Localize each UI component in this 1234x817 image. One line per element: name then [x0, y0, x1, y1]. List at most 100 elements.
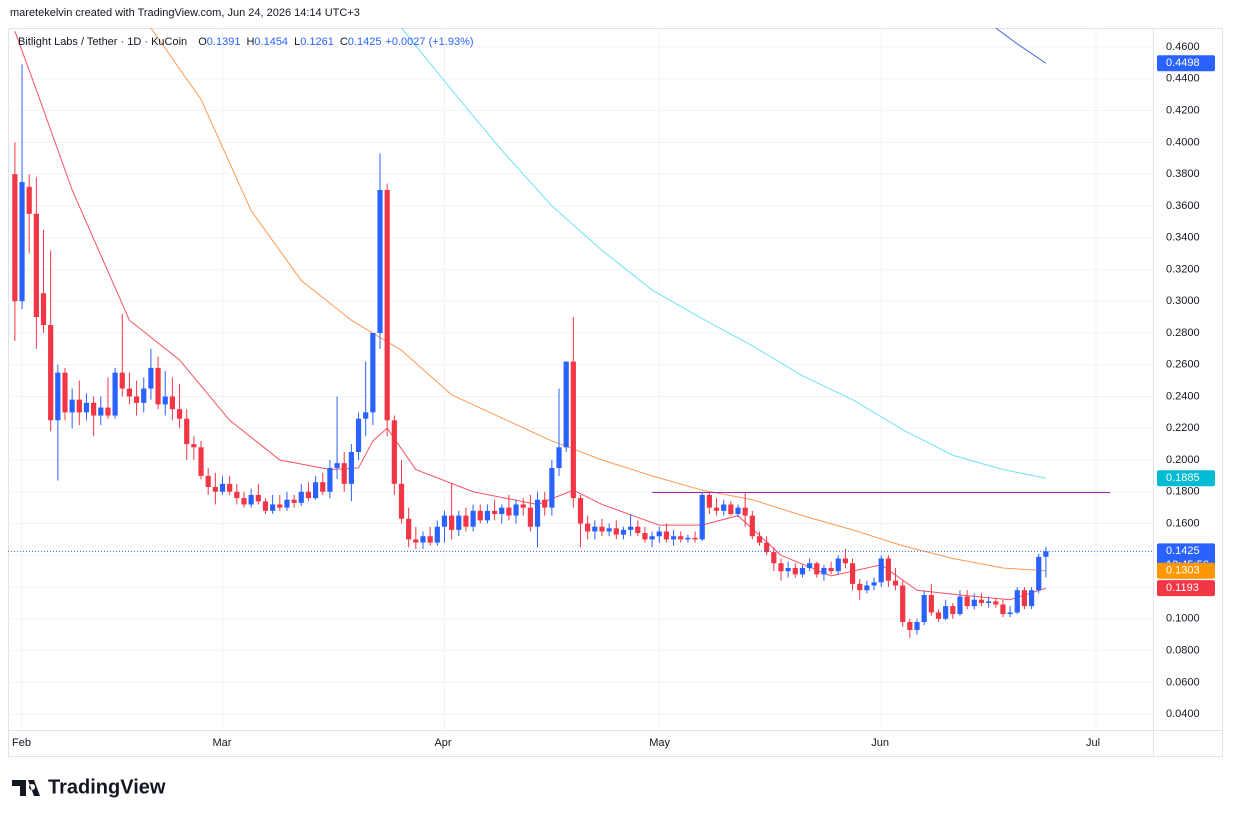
y-tick-label: 0.3800 [1166, 168, 1200, 180]
candle-body [549, 467, 555, 508]
candle-body [398, 483, 405, 519]
candle-body [463, 515, 469, 527]
candle-body [570, 361, 576, 499]
candle-body [849, 563, 856, 584]
y-tick-label: 0.1600 [1166, 517, 1200, 529]
header: maretekelvin created with TradingView.co… [10, 7, 360, 19]
candle-body [1007, 612, 1013, 615]
candle-body [198, 447, 204, 476]
candle-body [957, 596, 963, 615]
candle-body [592, 526, 598, 532]
candle-body [678, 536, 684, 540]
y-tick-label: 0.3200 [1166, 263, 1200, 275]
candle-body [320, 482, 326, 492]
candle-body [363, 412, 369, 419]
legend: Bitlight Labs / Tether · 1D · KuCoin O0.… [18, 36, 474, 48]
candle-body [420, 536, 426, 543]
candle-body [943, 606, 949, 619]
candle-body [1043, 551, 1049, 557]
candle-body [1028, 590, 1035, 607]
candle-body [721, 504, 727, 511]
candle-body [900, 585, 906, 622]
candle-body [964, 596, 970, 607]
candle-body [885, 558, 891, 581]
y-tick-label: 0.2400 [1166, 390, 1200, 402]
candle-body [892, 580, 899, 586]
candle-body [828, 568, 834, 572]
candle-body [477, 510, 483, 521]
candle-body [355, 418, 362, 453]
candle-body [628, 526, 634, 530]
candle-body [248, 494, 254, 505]
candle-body [48, 325, 54, 421]
candle-body [298, 491, 304, 503]
moving-average [401, 28, 1046, 479]
candle-body [950, 606, 956, 615]
candle-body [921, 595, 927, 622]
candle-body [771, 552, 777, 564]
candle-body [527, 507, 533, 527]
candle-body [713, 507, 720, 511]
candle-body [126, 388, 133, 397]
candle-body [699, 494, 705, 540]
candle-body [670, 536, 677, 540]
moving-average [14, 31, 1047, 601]
candle-body [785, 568, 791, 572]
candle-body [914, 622, 920, 630]
candle-body [649, 536, 655, 540]
y-tick-label: 0.3400 [1166, 232, 1200, 244]
candle-body [484, 510, 491, 521]
x-tick-label: Jun [871, 737, 889, 749]
legend-value: 0.1391 [207, 36, 241, 48]
candle-body [871, 582, 877, 586]
candle-body [542, 499, 548, 508]
legend-value: 0.1454 [254, 36, 288, 48]
candle-body [1036, 556, 1042, 591]
price-label-box [1157, 470, 1215, 487]
candle-body [155, 367, 161, 405]
candle-body [706, 494, 712, 508]
candle-body [334, 463, 340, 468]
y-tick-label: 0.2800 [1166, 327, 1200, 339]
candle-body [234, 491, 240, 499]
candle-body [112, 372, 118, 416]
price-label: 0.1303 [1166, 565, 1200, 577]
candle-body [33, 213, 39, 318]
candle-body [613, 528, 619, 535]
candle-body [91, 402, 97, 416]
candle-body [76, 399, 82, 413]
candle-body [585, 523, 591, 532]
candle-body [749, 515, 755, 537]
candle-body [635, 526, 641, 534]
candle-body [735, 507, 741, 514]
y-tick-label: 0.0800 [1166, 644, 1200, 656]
price-label-box [1157, 580, 1215, 597]
candle-body [878, 558, 884, 583]
candle-body [119, 372, 125, 389]
candle-body [864, 585, 870, 591]
logo-icon [12, 780, 40, 796]
candle-body [971, 599, 977, 607]
candle-body [728, 504, 734, 514]
candle-body [169, 396, 175, 410]
candle-body [62, 372, 68, 413]
candle-body [577, 498, 584, 524]
logo-text: TradingView [48, 776, 166, 798]
price-label-box [1157, 55, 1215, 72]
y-tick-label: 0.2200 [1166, 422, 1200, 434]
candle-body [377, 190, 383, 333]
candle-body [262, 501, 269, 511]
candle-body [656, 531, 662, 537]
candle-body [599, 526, 605, 532]
legend-symbol: Bitlight Labs / Tether · 1D · KuCoin [18, 36, 187, 48]
plot [8, 28, 1153, 638]
x-tick-label: Apr [434, 737, 451, 749]
legend-value: 0.1261 [300, 36, 334, 48]
candle-body [470, 510, 476, 527]
grid [8, 28, 1153, 730]
candle-body [348, 452, 354, 484]
candle-body [26, 186, 32, 214]
moving-average [150, 28, 1046, 572]
x-tick-label: Jul [1086, 737, 1100, 749]
